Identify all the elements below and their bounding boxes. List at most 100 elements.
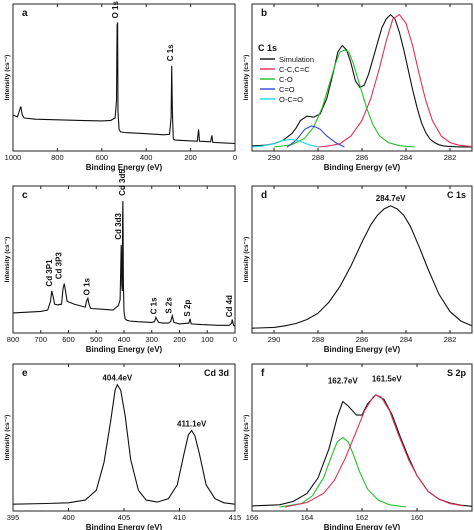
series-line-0 (251, 394, 473, 507)
x-tick-label: 290 (268, 153, 281, 162)
legend-entry: O-C=O (279, 95, 303, 104)
plot-frame (251, 185, 473, 334)
x-tick-label: 200 (184, 153, 197, 162)
plot-frame (251, 363, 473, 512)
x-tick-label: 290 (268, 335, 281, 344)
y-axis-label: Intensity (cs⁻¹) (243, 415, 250, 461)
panel-d: 290 288 286 284 282 Binding Energy (eV) Intens… (243, 185, 473, 354)
x-tick-label: 282 (444, 153, 457, 162)
panel-a: 1000 800 600 400 200 0 Binding Energy (eV) Inte… (4, 1, 237, 172)
legend-entry: C-O (279, 75, 293, 84)
x-tick-label: 395 (7, 513, 20, 522)
x-tick-label: 700 (34, 335, 47, 344)
plot-frame (12, 3, 236, 152)
x-axis-label: Binding Energy (eV) (324, 345, 401, 354)
series-line-c-c-c-c (317, 13, 473, 148)
series-line-1 (279, 436, 407, 508)
x-tick-label: 200 (173, 335, 186, 344)
series-line-c-o (286, 125, 345, 148)
x-tick-label: 162 (356, 513, 369, 522)
series-line-c-o (273, 49, 415, 148)
x-tick-label: 600 (96, 153, 109, 162)
corner-label: C 1s (447, 190, 466, 200)
x-tick-label: 415 (229, 513, 242, 522)
panel-c: 800 700 600 500 400 300 200 100 0 Binding Energy … (4, 169, 237, 354)
x-tick-label: 0 (233, 335, 237, 344)
corner-label: C 1s (258, 43, 277, 53)
peak-label: Cd 4d (225, 295, 234, 317)
legend-entry: C=O (279, 85, 295, 94)
peak-label: C 1s (149, 297, 158, 314)
panel-letter: c (22, 190, 28, 201)
peak-label: Cd 3d3 (114, 213, 123, 240)
panel-letter: a (22, 8, 28, 19)
x-tick-label: 400 (140, 153, 153, 162)
peak-label: 411.1eV (177, 419, 207, 428)
x-tick-label: 600 (62, 335, 75, 344)
corner-label: Cd 3d (204, 368, 229, 378)
x-tick-label: 300 (145, 335, 158, 344)
x-axis-label: Binding Energy (eV) (324, 163, 401, 172)
series-line-2 (284, 394, 464, 508)
peak-label: S 2s (165, 297, 174, 314)
y-axis-label: Intensity (cs⁻¹) (4, 55, 11, 101)
x-tick-label: 800 (51, 153, 64, 162)
series-line-0 (12, 22, 236, 145)
peak-label: O 1s (111, 1, 120, 19)
panel-letter: f (261, 368, 265, 379)
panel-f: 166 164 162 160 Binding Energy (eV) Intensity… (243, 363, 473, 530)
peak-label: 161.5eV (372, 374, 402, 383)
peak-label: Cd 3d5 (118, 169, 127, 196)
x-tick-label: 286 (356, 153, 369, 162)
y-axis-label: Intensity (cs⁻¹) (243, 237, 250, 283)
peak-label: 284.7eV (376, 194, 406, 203)
corner-label: S 2p (447, 368, 467, 378)
x-tick-label: 1000 (5, 153, 22, 162)
peak-label: Cd 3P3 (55, 252, 64, 280)
x-tick-label: 400 (62, 513, 75, 522)
panel-letter: b (261, 8, 267, 19)
peak-label: Cd 3P1 (45, 259, 54, 287)
peak-label: O 1s (83, 277, 92, 295)
x-tick-label: 282 (444, 335, 457, 344)
x-tick-label: 160 (411, 513, 424, 522)
y-axis-label: Intensity (cs⁻¹) (243, 55, 250, 101)
x-tick-label: 286 (356, 335, 369, 344)
x-tick-label: 800 (7, 335, 20, 344)
x-axis-label: Binding Energy (eV) (324, 523, 401, 530)
x-tick-label: 100 (201, 335, 214, 344)
series-line-0 (12, 383, 236, 505)
peak-label: 404.4eV (102, 374, 132, 383)
x-tick-label: 405 (118, 513, 131, 522)
x-tick-label: 166 (246, 513, 259, 522)
x-tick-label: 164 (301, 513, 314, 522)
legend-entry: Simulation (279, 55, 314, 64)
series-line-0 (251, 205, 473, 329)
x-axis-label: Binding Energy (eV) (86, 523, 163, 530)
panel-b: 290 288 286 284 282 Binding Energy (eV) Intens… (243, 3, 473, 172)
x-tick-label: 410 (173, 513, 186, 522)
x-tick-label: 400 (118, 335, 131, 344)
x-tick-label: 0 (233, 153, 237, 162)
x-tick-label: 284 (400, 153, 413, 162)
legend-entry: C-C,C=C (279, 65, 310, 74)
x-tick-label: 500 (90, 335, 103, 344)
x-axis-label: Binding Energy (eV) (86, 345, 163, 354)
y-axis-label: Intensity (cs⁻¹) (4, 237, 11, 283)
plot-frame (12, 363, 236, 512)
panel-letter: d (261, 190, 267, 201)
x-tick-label: 288 (312, 153, 325, 162)
series-line-o-c-o (251, 138, 319, 148)
x-tick-label: 288 (312, 335, 325, 344)
x-axis-label: Binding Energy (eV) (86, 163, 163, 172)
x-tick-label: 284 (400, 335, 413, 344)
peak-label: 162.7eV (328, 377, 358, 386)
series-line-0 (12, 200, 236, 327)
peak-label: S 2p (183, 300, 192, 317)
y-axis-label: Intensity (cs⁻¹) (4, 415, 11, 461)
panel-letter: e (22, 368, 28, 379)
panel-e: 395 400 405 410 415 Binding Energy (eV) Intens… (4, 363, 242, 530)
peak-label: C 1s (166, 44, 175, 61)
series-line-simulation (251, 13, 473, 148)
